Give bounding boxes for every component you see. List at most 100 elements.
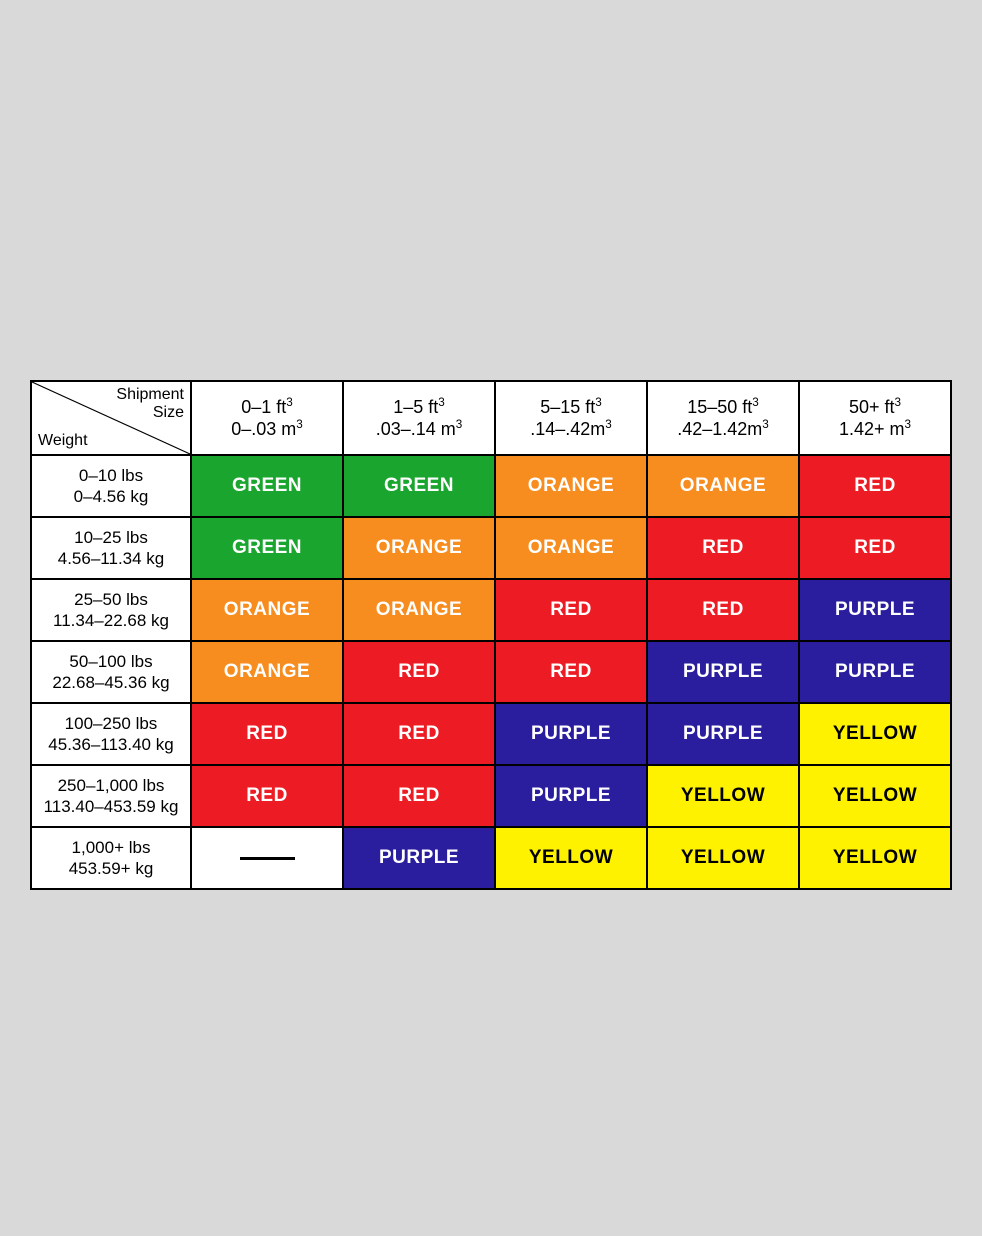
col-header-text: 5–15 ft3.14–.42m3: [496, 390, 646, 447]
cell-1-1: ORANGE: [343, 517, 495, 579]
cell-label: ORANGE: [224, 599, 310, 620]
cell-4-3: PURPLE: [647, 703, 799, 765]
cell-1-3: RED: [647, 517, 799, 579]
col-header-4: 50+ ft31.42+ m3: [799, 381, 951, 455]
table-row: 25–50 lbs11.34–22.68 kg ORANGE ORANGE RED RE…: [31, 579, 951, 641]
cell-label: RED: [550, 661, 592, 682]
cell-label: PURPLE: [531, 785, 611, 806]
header-row: Shipment Size Weight 0–1 ft30–.03 m31–5 …: [31, 381, 951, 455]
row-header-3: 50–100 lbs22.68–45.36 kg: [31, 641, 191, 703]
col-header-0: 0–1 ft30–.03 m3: [191, 381, 343, 455]
cell-label: YELLOW: [833, 785, 917, 806]
table-row: 10–25 lbs4.56–11.34 kg GREEN ORANGE ORANGE R…: [31, 517, 951, 579]
row-header-text: 0–10 lbs0–4.56 kg: [32, 459, 190, 514]
cell-0-1: GREEN: [343, 455, 495, 517]
corner-top-label: Shipment Size: [116, 386, 184, 421]
cell-5-4: YELLOW: [799, 765, 951, 827]
row-header-4: 100–250 lbs45.36–113.40 kg: [31, 703, 191, 765]
cell-0-0: GREEN: [191, 455, 343, 517]
cell-6-2: YELLOW: [495, 827, 647, 889]
corner-cell: Shipment Size Weight: [31, 381, 191, 455]
row-header-6: 1,000+ lbs453.59+ kg: [31, 827, 191, 889]
table-row: 100–250 lbs45.36–113.40 kgREDREDPURPLEPU…: [31, 703, 951, 765]
col-header-2: 5–15 ft3.14–.42m3: [495, 381, 647, 455]
cell-4-4: YELLOW: [799, 703, 951, 765]
row-header-text: 250–1,000 lbs113.40–453.59 kg: [32, 769, 190, 824]
cell-label: PURPLE: [835, 661, 915, 682]
cell-3-1: RED: [343, 641, 495, 703]
col-header-text: 50+ ft31.42+ m3: [800, 390, 950, 447]
cell-label: PURPLE: [531, 723, 611, 744]
cell-0-2: ORANGE: [495, 455, 647, 517]
cell-label: ORANGE: [528, 475, 614, 496]
cell-4-2: PURPLE: [495, 703, 647, 765]
cell-label: YELLOW: [529, 847, 613, 868]
cell-label: PURPLE: [379, 847, 459, 868]
cell-2-2: RED: [495, 579, 647, 641]
cell-label: YELLOW: [833, 723, 917, 744]
row-header-0: 0–10 lbs0–4.56 kg: [31, 455, 191, 517]
cell-1-0: GREEN: [191, 517, 343, 579]
cell-1-2: ORANGE: [495, 517, 647, 579]
col-header-1: 1–5 ft3.03–.14 m3: [343, 381, 495, 455]
cell-5-3: YELLOW: [647, 765, 799, 827]
matrix-body: 0–10 lbs0–4.56 kg GREEN GREEN ORANGE ORANGE R…: [31, 455, 951, 889]
cell-label: RED: [702, 537, 744, 558]
cell-6-4: YELLOW: [799, 827, 951, 889]
row-header-text: 1,000+ lbs453.59+ kg: [32, 831, 190, 886]
cell-label: RED: [398, 723, 440, 744]
cell-6-0: [191, 827, 343, 889]
row-header-5: 250–1,000 lbs113.40–453.59 kg: [31, 765, 191, 827]
cell-4-1: RED: [343, 703, 495, 765]
corner-bottom-label: Weight: [38, 431, 88, 450]
row-header-1: 10–25 lbs4.56–11.34 kg: [31, 517, 191, 579]
cell-label: YELLOW: [681, 847, 765, 868]
cell-label: ORANGE: [528, 537, 614, 558]
cell-label: ORANGE: [224, 661, 310, 682]
corner-top-line1: Shipment: [116, 386, 184, 403]
cell-6-3: YELLOW: [647, 827, 799, 889]
row-header-2: 25–50 lbs11.34–22.68 kg: [31, 579, 191, 641]
cell-3-0: ORANGE: [191, 641, 343, 703]
cell-0-3: ORANGE: [647, 455, 799, 517]
table-row: 50–100 lbs22.68–45.36 kg ORANGE RED RED PURP…: [31, 641, 951, 703]
row-header-text: 50–100 lbs22.68–45.36 kg: [32, 645, 190, 700]
row-header-text: 100–250 lbs45.36–113.40 kg: [32, 707, 190, 762]
matrix-table: Shipment Size Weight 0–1 ft30–.03 m31–5 …: [30, 380, 952, 890]
cell-3-4: PURPLE: [799, 641, 951, 703]
corner-top-line2: Size: [153, 404, 184, 421]
cell-label: PURPLE: [683, 661, 763, 682]
cell-label: ORANGE: [376, 599, 462, 620]
row-header-text: 25–50 lbs11.34–22.68 kg: [32, 583, 190, 638]
cell-1-4: RED: [799, 517, 951, 579]
cell-3-3: PURPLE: [647, 641, 799, 703]
cell-label: ORANGE: [680, 475, 766, 496]
cell-0-4: RED: [799, 455, 951, 517]
cell-label: RED: [398, 661, 440, 682]
cell-label: RED: [702, 599, 744, 620]
cell-label: GREEN: [232, 475, 302, 496]
cell-label: RED: [246, 785, 288, 806]
cell-label: PURPLE: [683, 723, 763, 744]
cell-label: YELLOW: [833, 847, 917, 868]
cell-2-4: PURPLE: [799, 579, 951, 641]
cell-5-1: RED: [343, 765, 495, 827]
cell-label: GREEN: [232, 537, 302, 558]
cell-4-0: RED: [191, 703, 343, 765]
cell-label: RED: [398, 785, 440, 806]
cell-label: GREEN: [384, 475, 454, 496]
col-header-text: 1–5 ft3.03–.14 m3: [344, 390, 494, 447]
cell-6-1: PURPLE: [343, 827, 495, 889]
cell-2-0: ORANGE: [191, 579, 343, 641]
col-header-text: 0–1 ft30–.03 m3: [192, 390, 342, 447]
cell-5-0: RED: [191, 765, 343, 827]
col-header-3: 15–50 ft3.42–1.42m3: [647, 381, 799, 455]
col-header-text: 15–50 ft3.42–1.42m3: [648, 390, 798, 447]
row-header-text: 10–25 lbs4.56–11.34 kg: [32, 521, 190, 576]
cell-label: YELLOW: [681, 785, 765, 806]
cell-2-1: ORANGE: [343, 579, 495, 641]
cell-label: RED: [854, 537, 896, 558]
cell-label: RED: [550, 599, 592, 620]
cell-2-3: RED: [647, 579, 799, 641]
table-row: 0–10 lbs0–4.56 kg GREEN GREEN ORANGE ORANGE R…: [31, 455, 951, 517]
